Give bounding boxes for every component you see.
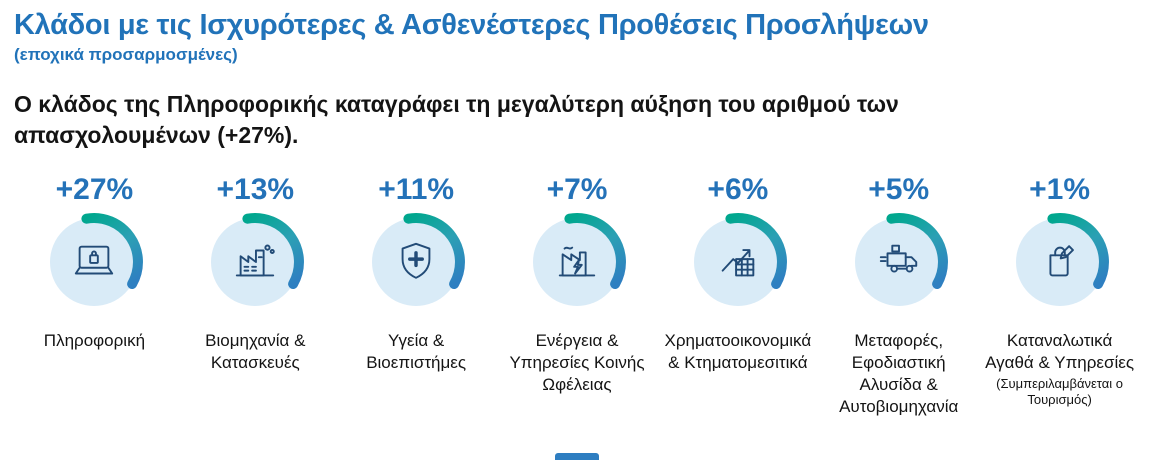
sector-transport-logistics-auto: +5% [818,173,979,418]
sector-sublabel: (Συμπεριλαμβάνεται ο Τουρισμός) [996,376,1123,408]
sector-health-lifesciences: +11% Υγεία & Βιοεπιστήμες [336,173,497,418]
sector-badge [689,213,787,311]
laptop-lock-icon [71,239,117,285]
growth-chart-icon [715,239,761,285]
delivery-truck-icon [876,239,922,285]
sector-circle [211,217,300,306]
sectors-row: +27% Πληροφορική [14,173,1140,418]
sector-label: Πληροφορική [43,330,146,350]
sector-label: Υγεία & Βιοεπιστήμες [366,330,467,373]
bottom-accent-bar [555,453,599,460]
sector-industry-construction: +13% Βιομη [175,173,336,418]
page-title: Κλάδοι με τις Ισχυρότερες & Ασθενέστερες… [14,9,929,41]
sector-percent: +5% [868,172,930,206]
sector-circle [1015,217,1104,306]
sector-circle [533,217,621,306]
sector-label: Χρηματοοικονομικά & Κτηματομεσιτικά [664,330,812,373]
factory-icon [232,239,278,285]
sector-label: Ενέργεια & Υπηρεσίες Κοινής Ωφέλειας [509,330,645,395]
page-subtitle: (εποχικά προσαρμοσμένες) [14,44,238,64]
shield-cross-icon [393,239,439,285]
sector-percent: +11% [378,172,455,206]
sector-it: +27% Πληροφορική [14,173,175,418]
sector-label: Βιομηχανία & Κατασκευές [205,330,306,373]
infographic-page: Κλάδοι με τις Ισχυρότερες & Ασθενέστερες… [14,9,1140,418]
sector-circle [372,217,461,306]
sector-percent: +7% [546,172,608,206]
shopping-bag-icon [1037,239,1083,285]
lead-text: Ο κλάδος της Πληροφορικής καταγράφει τη … [14,90,899,148]
energy-plant-icon [554,239,600,285]
sector-percent: +6% [707,172,769,206]
sector-energy-utilities: +7% Ενέργεια & Υπηρεσίες [497,173,658,418]
sector-label: Καταναλωτικά Αγαθά & Υπηρεσίες [985,330,1135,373]
sector-circle [50,217,139,306]
sector-badge [45,213,144,311]
sector-badge [206,213,305,311]
sector-badge [1011,213,1109,311]
sector-percent: +27% [55,172,134,206]
sector-badge [850,213,948,311]
sector-circle [854,217,943,306]
sector-finance-realestate: +6% Χρηματοοικονομικά & Κ [657,173,818,418]
sector-percent: +1% [1029,172,1091,206]
sector-badge [528,213,626,311]
sector-circle [693,217,782,306]
sector-label: Μεταφορές, Εφοδιαστική Αλυσίδα & Αυτοβιο… [839,330,959,417]
sector-percent: +13% [216,172,295,206]
sector-badge [367,213,466,311]
sector-consumer-goods-services: +1% Καταναλωτικά Αγαθά & Υπηρεσίες [979,173,1140,418]
